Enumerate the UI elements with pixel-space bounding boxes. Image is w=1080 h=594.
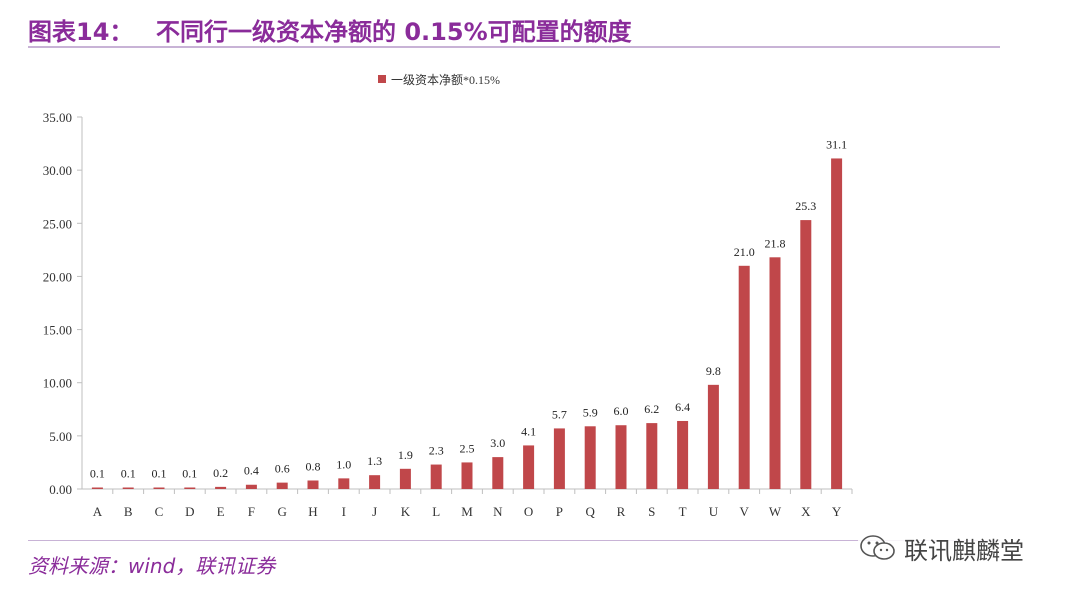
x-tick-label: L xyxy=(432,504,440,519)
bar xyxy=(215,486,227,489)
chart-title: 不同行一级资本净额的 0.15%可配置的额度 xyxy=(156,18,632,46)
data-label: 2.3 xyxy=(429,444,444,458)
watermark-text: 联讯麒麟堂 xyxy=(904,536,1024,565)
bar xyxy=(738,265,750,489)
chart-header: 图表14： 不同行一级资本净额的 0.15%可配置的额度 xyxy=(28,8,998,48)
bar xyxy=(369,475,381,489)
y-tick-label: 10.00 xyxy=(43,376,72,391)
data-label: 25.3 xyxy=(795,199,816,213)
bar xyxy=(769,257,781,489)
y-tick-label: 25.00 xyxy=(43,216,72,231)
x-tick-label: D xyxy=(185,504,194,519)
data-label: 0.1 xyxy=(182,467,197,481)
x-tick-label: U xyxy=(709,504,719,519)
x-tick-label: Q xyxy=(586,504,596,519)
x-tick-label: Y xyxy=(832,504,842,519)
data-label: 3.0 xyxy=(490,436,505,450)
x-tick-label: V xyxy=(740,504,750,519)
watermark: 联讯麒麟堂 xyxy=(858,530,1024,566)
bar xyxy=(831,158,843,490)
y-tick-label: 35.00 xyxy=(43,110,72,125)
bar xyxy=(245,484,257,489)
bar xyxy=(800,220,812,489)
x-tick-label: O xyxy=(524,504,533,519)
x-tick-label: P xyxy=(556,504,563,519)
x-tick-label: F xyxy=(248,504,255,519)
x-tick-label: G xyxy=(278,504,287,519)
source-note: 资料来源：wind，联讯证券 xyxy=(28,554,276,578)
bar xyxy=(707,384,719,489)
y-tick-label: 20.00 xyxy=(43,269,72,284)
chart-area: 0.00 5.00 10.00 15.00 20.00 25.00 30.00 35.00 A 0… xyxy=(0,60,1080,540)
data-label: 6.0 xyxy=(614,404,629,418)
data-label: 0.1 xyxy=(90,467,105,481)
data-label: 1.3 xyxy=(367,454,382,468)
bar xyxy=(430,464,442,489)
data-label: 0.8 xyxy=(306,459,321,473)
x-tick-label: T xyxy=(679,504,687,519)
bar xyxy=(492,457,504,489)
data-label: 4.1 xyxy=(521,424,536,438)
x-tick-label: N xyxy=(493,504,503,519)
x-tick-label: E xyxy=(217,504,225,519)
legend-swatch xyxy=(378,75,386,83)
data-label: 0.6 xyxy=(275,462,290,476)
data-label: 21.0 xyxy=(734,245,755,259)
wechat-icon xyxy=(860,535,895,560)
x-tick-label: M xyxy=(461,504,473,519)
bar xyxy=(584,426,596,489)
title-divider xyxy=(28,46,1000,48)
data-label: 9.8 xyxy=(706,364,721,378)
bar xyxy=(523,445,535,489)
data-label: 1.9 xyxy=(398,448,413,462)
bar xyxy=(91,487,103,489)
data-label: 1.0 xyxy=(336,457,351,471)
bar xyxy=(338,478,350,489)
y-tick-label: 0.00 xyxy=(49,482,72,497)
bar xyxy=(122,487,134,489)
data-label: 21.8 xyxy=(765,236,786,250)
legend-label: 一级资本净额*0.15% xyxy=(391,73,500,87)
x-tick-label: J xyxy=(372,504,377,519)
data-label: 0.4 xyxy=(244,464,259,478)
x-tick-label: A xyxy=(93,504,103,519)
data-label: 6.4 xyxy=(675,400,690,414)
data-label: 5.7 xyxy=(552,407,567,421)
x-tick-label: K xyxy=(401,504,411,519)
bar xyxy=(646,423,658,489)
bar xyxy=(153,487,165,489)
x-tick-label: R xyxy=(617,504,626,519)
x-tick-label: I xyxy=(342,504,346,519)
x-tick-label: C xyxy=(155,504,164,519)
x-tick-label: H xyxy=(308,504,317,519)
x-tick-label: S xyxy=(648,504,655,519)
bar xyxy=(276,482,288,489)
y-tick-label: 15.00 xyxy=(43,323,72,338)
bar xyxy=(184,487,196,489)
y-tick-label: 5.00 xyxy=(49,429,72,444)
data-label: 6.2 xyxy=(644,402,659,416)
bar xyxy=(307,480,319,489)
y-tick-label: 30.00 xyxy=(43,163,72,178)
bar xyxy=(399,468,411,489)
data-label: 0.1 xyxy=(152,467,167,481)
bar xyxy=(461,462,473,489)
bar-chart: 0.00 5.00 10.00 15.00 20.00 25.00 30.00 35.00 A 0… xyxy=(43,73,853,519)
data-label: 0.2 xyxy=(213,466,228,480)
figure-label: 图表14： xyxy=(28,18,134,46)
x-tick-label: X xyxy=(801,504,811,519)
bar xyxy=(677,420,689,489)
x-tick-label: W xyxy=(769,504,782,519)
bar xyxy=(553,428,565,489)
bar xyxy=(615,425,627,489)
data-label: 31.1 xyxy=(826,137,847,151)
data-label: 0.1 xyxy=(121,467,136,481)
x-tick-label: B xyxy=(124,504,133,519)
data-label: 2.5 xyxy=(460,441,475,455)
footer-divider xyxy=(28,540,1000,541)
data-label: 5.9 xyxy=(583,405,598,419)
